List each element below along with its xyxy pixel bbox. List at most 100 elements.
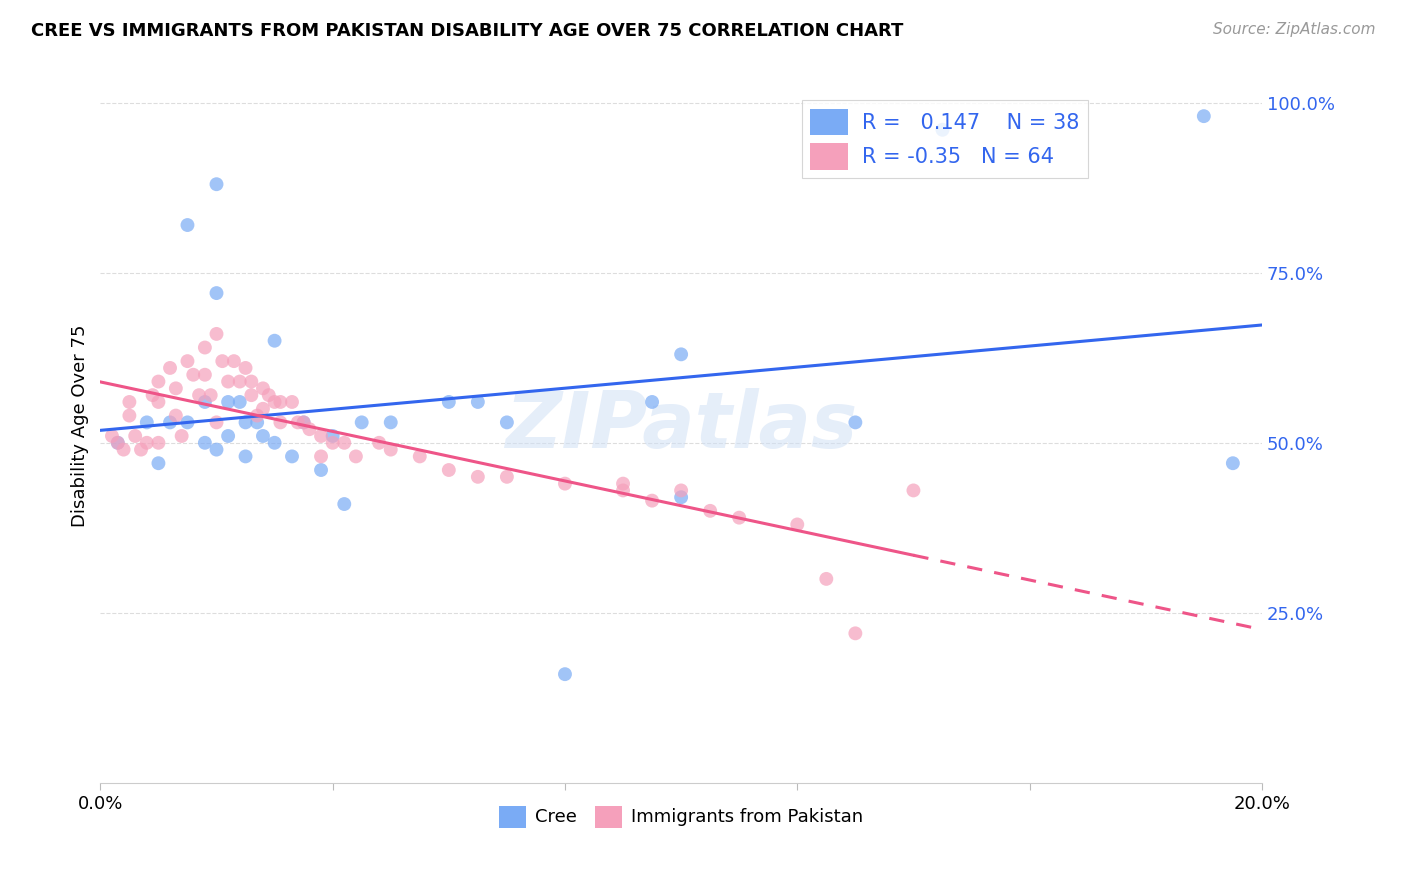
Point [344, 450, 367, 464]
Point [135, 435, 157, 450]
Point [437, 395, 460, 409]
Point [235, 360, 257, 375]
Point [129, 442, 152, 457]
Point [269, 395, 291, 409]
Point [135, 416, 157, 430]
Point [217, 395, 239, 409]
Text: Source: ZipAtlas.com: Source: ZipAtlas.com [1212, 22, 1375, 37]
Point [409, 450, 432, 464]
Point [669, 347, 692, 361]
Legend: Cree, Immigrants from Pakistan: Cree, Immigrants from Pakistan [492, 798, 870, 835]
Point [229, 375, 252, 389]
Point [281, 450, 304, 464]
Point [188, 388, 211, 402]
Point [235, 416, 257, 430]
Point [368, 435, 391, 450]
Point [112, 442, 135, 457]
Point [148, 435, 170, 450]
Point [205, 178, 228, 192]
Point [612, 483, 634, 498]
Point [124, 429, 146, 443]
Point [728, 510, 751, 524]
Point [252, 429, 274, 443]
Point [333, 435, 356, 450]
Text: CREE VS IMMIGRANTS FROM PAKISTAN DISABILITY AGE OVER 75 CORRELATION CHART: CREE VS IMMIGRANTS FROM PAKISTAN DISABIL… [31, 22, 903, 40]
Point [844, 416, 866, 430]
Point [181, 368, 204, 382]
Point [931, 122, 953, 136]
Point [107, 435, 129, 450]
Point [246, 416, 269, 430]
Point [222, 354, 245, 368]
Point [612, 476, 634, 491]
Point [467, 395, 489, 409]
Point [118, 409, 141, 423]
Point [287, 416, 309, 430]
Point [496, 470, 519, 484]
Point [322, 435, 344, 450]
Point [217, 429, 239, 443]
Point [554, 667, 576, 681]
Point [350, 416, 373, 430]
Point [333, 497, 356, 511]
Point [217, 375, 239, 389]
Point [669, 490, 692, 504]
Point [263, 395, 285, 409]
Point [148, 375, 170, 389]
Point [205, 442, 228, 457]
Point [252, 401, 274, 416]
Point [380, 442, 402, 457]
Point [142, 388, 165, 402]
Text: ZIPatlas: ZIPatlas [505, 388, 858, 464]
Point [263, 334, 285, 348]
Point [159, 416, 181, 430]
Point [211, 354, 233, 368]
Point [118, 395, 141, 409]
Point [240, 388, 263, 402]
Point [669, 483, 692, 498]
Point [194, 368, 217, 382]
Point [165, 381, 187, 395]
Point [194, 435, 217, 450]
Point [467, 470, 489, 484]
Point [159, 360, 181, 375]
Point [107, 435, 129, 450]
Point [194, 395, 217, 409]
Point [170, 429, 193, 443]
Point [1192, 109, 1215, 123]
Point [176, 416, 198, 430]
Point [322, 429, 344, 443]
Point [252, 381, 274, 395]
Point [292, 416, 315, 430]
Y-axis label: Disability Age Over 75: Disability Age Over 75 [72, 325, 89, 527]
Point [165, 409, 187, 423]
Point [641, 493, 664, 508]
Point [148, 395, 170, 409]
Point [309, 429, 332, 443]
Point [269, 416, 291, 430]
Point [205, 416, 228, 430]
Point [309, 450, 332, 464]
Point [240, 375, 263, 389]
Point [229, 395, 252, 409]
Point [380, 416, 402, 430]
Point [437, 463, 460, 477]
Point [281, 395, 304, 409]
Point [205, 326, 228, 341]
Point [176, 354, 198, 368]
Point [786, 517, 808, 532]
Point [205, 286, 228, 301]
Point [148, 456, 170, 470]
Point [1222, 456, 1244, 470]
Point [257, 388, 280, 402]
Point [699, 504, 721, 518]
Point [292, 416, 315, 430]
Point [815, 572, 838, 586]
Point [641, 395, 664, 409]
Point [298, 422, 321, 436]
Point [309, 463, 332, 477]
Point [101, 429, 124, 443]
Point [903, 483, 925, 498]
Point [194, 341, 217, 355]
Point [844, 626, 866, 640]
